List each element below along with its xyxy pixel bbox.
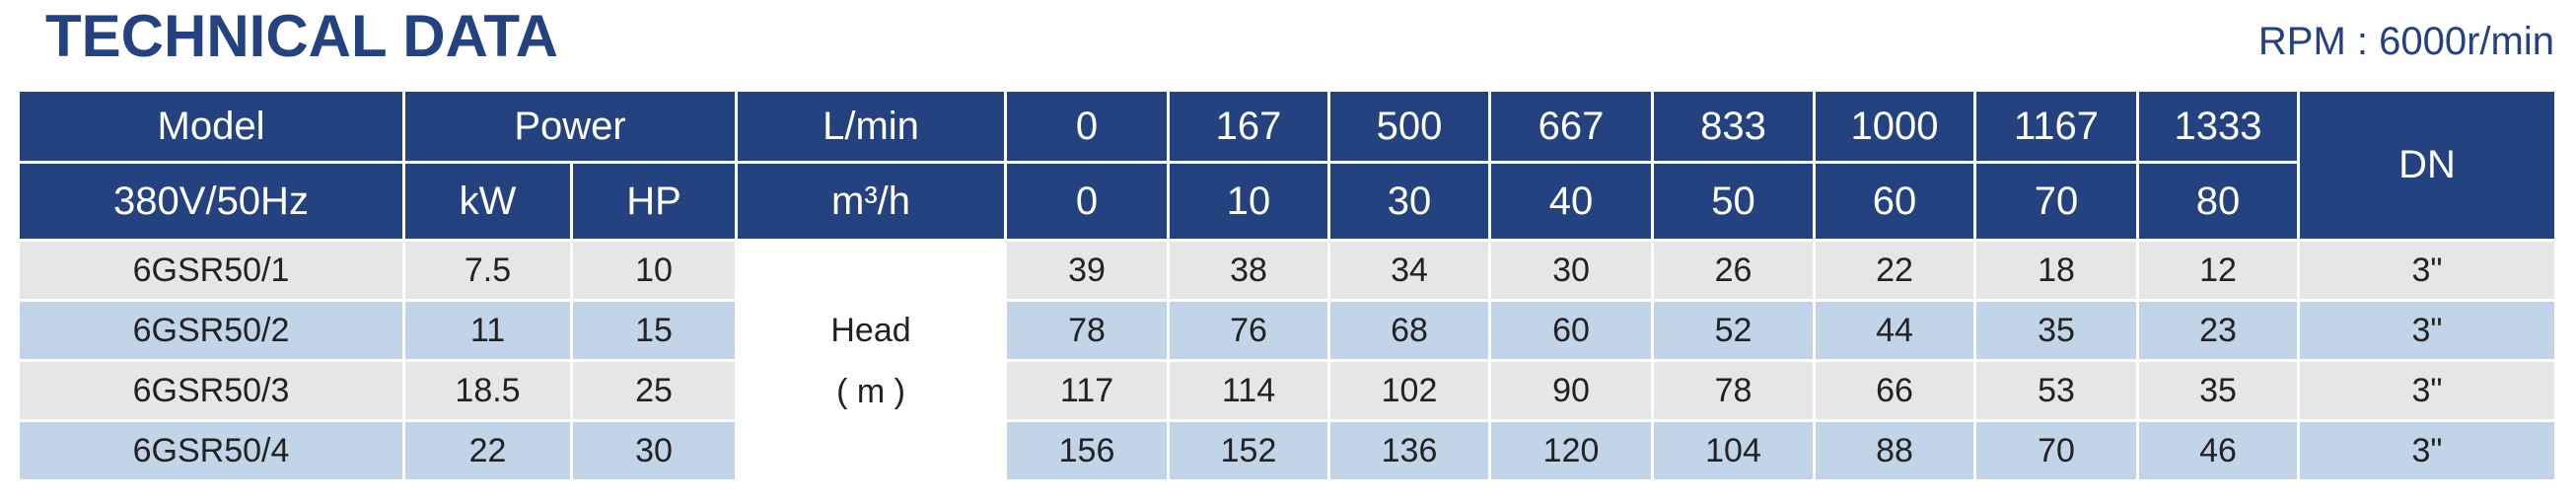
header-cell: kW bbox=[402, 161, 573, 242]
table-row: 6GSR50/1 7.5 10 Head( m ) 39 38 34 30 26 22 18 12 3" bbox=[17, 239, 2558, 482]
data-cell: 18.5 bbox=[402, 359, 573, 422]
technical-table: Model Power L/min 0 167 500 667 833 1000 1167 1333… bbox=[17, 89, 2558, 482]
header-cell: 167 bbox=[1167, 89, 1331, 164]
data-cell: 38 bbox=[1167, 239, 1331, 302]
data-cell: 44 bbox=[1813, 299, 1977, 362]
data-cell: 11 bbox=[402, 299, 573, 362]
header-cell: Model bbox=[17, 89, 405, 164]
data-cell: 102 bbox=[1327, 359, 1492, 422]
header-cell: L/min bbox=[735, 89, 1008, 164]
data-cell: 114 bbox=[1167, 359, 1331, 422]
head-label: ( m ) bbox=[836, 372, 905, 410]
header-cell: 10 bbox=[1167, 161, 1331, 242]
data-cell: 22 bbox=[402, 419, 573, 482]
data-cell: 3" bbox=[2297, 239, 2558, 302]
header-cell: 50 bbox=[1651, 161, 1817, 242]
header-cell: 30 bbox=[1327, 161, 1492, 242]
header-cell: 667 bbox=[1488, 89, 1655, 164]
data-cell: 12 bbox=[2136, 239, 2301, 302]
data-cell: 156 bbox=[1004, 419, 1171, 482]
header-cell: m³/h bbox=[735, 161, 1008, 242]
data-cell: 104 bbox=[1651, 419, 1817, 482]
data-cell: 39 bbox=[1004, 239, 1171, 302]
data-cell: 152 bbox=[1167, 419, 1331, 482]
model-cell: 6GSR50/1 bbox=[17, 239, 405, 302]
data-cell: 52 bbox=[1651, 299, 1817, 362]
table-row: 6GSR50/4 22 30 156 152 136 120 104 88 70 46 3" bbox=[17, 419, 2558, 482]
data-cell: 25 bbox=[569, 359, 739, 422]
data-cell: 15 bbox=[569, 299, 739, 362]
data-cell: 46 bbox=[2136, 419, 2301, 482]
data-cell: 66 bbox=[1813, 359, 1977, 422]
model-cell: 6GSR50/4 bbox=[17, 419, 405, 482]
data-cell: 3" bbox=[2297, 359, 2558, 422]
data-cell: 35 bbox=[2136, 359, 2301, 422]
header-cell: 70 bbox=[1973, 161, 2140, 242]
title: TECHNICAL DATA bbox=[45, 3, 558, 69]
header-cell: 1000 bbox=[1813, 89, 1977, 164]
data-cell: 18 bbox=[1973, 239, 2140, 302]
rpm-label: RPM : 6000r/min bbox=[2257, 20, 2554, 63]
data-cell: 76 bbox=[1167, 299, 1331, 362]
header-cell: Power bbox=[401, 89, 739, 164]
data-cell: 88 bbox=[1813, 419, 1977, 482]
data-cell: 78 bbox=[1651, 359, 1817, 422]
header-cell: 80 bbox=[2136, 161, 2301, 242]
header-cell: 1167 bbox=[1973, 89, 2140, 164]
header-cell: 500 bbox=[1327, 89, 1492, 164]
data-cell: 30 bbox=[569, 419, 739, 482]
header-cell: 0 bbox=[1004, 161, 1171, 242]
data-cell: 3" bbox=[2297, 419, 2558, 482]
header-cell: 1333 bbox=[2136, 89, 2301, 164]
table-row: 380V/50Hz kW HP m³/h 0 10 30 40 50 60 70 80 bbox=[17, 161, 2556, 242]
data-cell: 3" bbox=[2297, 299, 2558, 362]
header-cell: DN bbox=[2297, 89, 2558, 242]
head-label: Head bbox=[830, 311, 911, 349]
data-cell: 60 bbox=[1488, 299, 1655, 362]
data-cell: 23 bbox=[2136, 299, 2301, 362]
model-cell: 6GSR50/2 bbox=[17, 299, 405, 362]
table-row: 6GSR50/3 18.5 25 117 114 102 90 78 66 53 35 3" bbox=[17, 359, 2558, 422]
data-cell: 78 bbox=[1004, 299, 1171, 362]
header-cell: 833 bbox=[1651, 89, 1817, 164]
data-cell: 90 bbox=[1488, 359, 1655, 422]
header-cell: HP bbox=[569, 161, 739, 242]
data-cell: 34 bbox=[1327, 239, 1492, 302]
data-cell: 117 bbox=[1004, 359, 1171, 422]
table-row: 6GSR50/2 11 15 78 76 68 60 52 44 35 23 3" bbox=[17, 299, 2558, 362]
data-cell: 53 bbox=[1973, 359, 2140, 422]
data-cell: 136 bbox=[1327, 419, 1492, 482]
data-cell: 70 bbox=[1973, 419, 2140, 482]
data-cell: 68 bbox=[1327, 299, 1492, 362]
header-cell: 0 bbox=[1004, 89, 1171, 164]
data-cell: 26 bbox=[1651, 239, 1817, 302]
header-cell: 380V/50Hz bbox=[17, 161, 405, 242]
model-cell: 6GSR50/3 bbox=[17, 359, 405, 422]
header-cell: 60 bbox=[1813, 161, 1977, 242]
data-cell: 22 bbox=[1813, 239, 1977, 302]
data-cell: 120 bbox=[1488, 419, 1655, 482]
data-cell: 10 bbox=[569, 239, 739, 302]
data-cell: 30 bbox=[1488, 239, 1655, 302]
head-label-cell: Head ( m ) bbox=[735, 239, 1008, 482]
table-row: Model Power L/min 0 167 500 667 833 1000 1167 1333… bbox=[17, 89, 2558, 242]
data-cell: 35 bbox=[1973, 299, 2140, 362]
data-cell: 7.5 bbox=[402, 239, 573, 302]
header-cell: 40 bbox=[1488, 161, 1655, 242]
